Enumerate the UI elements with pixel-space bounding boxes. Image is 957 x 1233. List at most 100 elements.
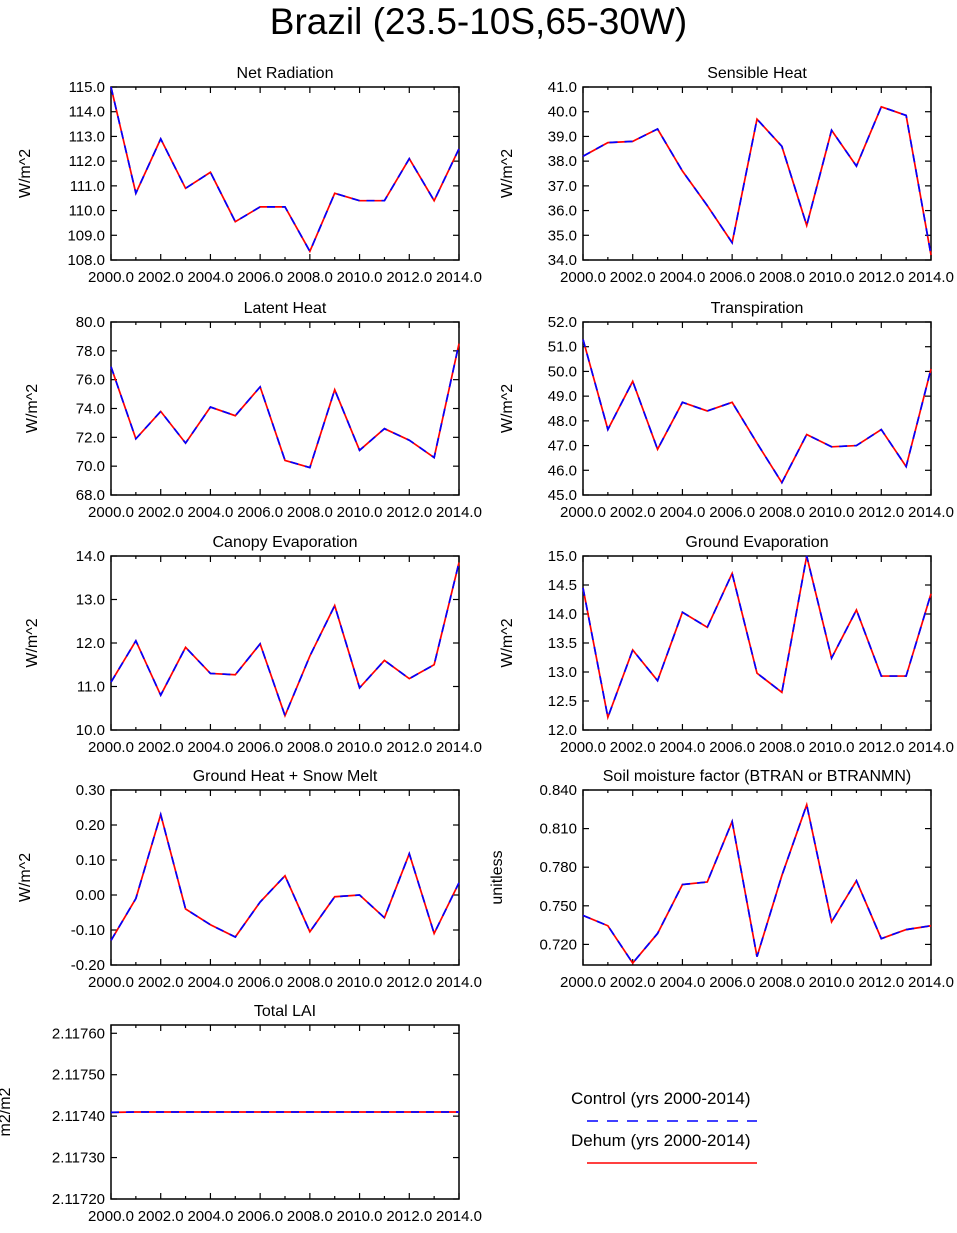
y-tick-label: 72.0 xyxy=(76,429,105,446)
y-tick-label: -0.20 xyxy=(71,957,105,974)
x-tick-label: 2008.0 xyxy=(287,1208,333,1225)
x-tick-label: 2010.0 xyxy=(337,269,383,286)
x-tick-label: 2002.0 xyxy=(610,974,656,991)
x-tick-label: 2004.0 xyxy=(659,974,705,991)
x-tick-label: 2000.0 xyxy=(560,504,606,521)
y-tick-label: 0.30 xyxy=(76,782,105,799)
x-tick-label: 2002.0 xyxy=(138,974,184,991)
y-axis-label: W/m^2 xyxy=(24,384,41,433)
y-tick-label: 0.20 xyxy=(76,817,105,834)
y-tick-label: 50.0 xyxy=(548,363,577,380)
y-tick-label: 11.0 xyxy=(77,679,105,696)
x-tick-label: 2012.0 xyxy=(386,974,432,991)
x-tick-label: 2010.0 xyxy=(337,974,383,991)
y-tick-label: 108.0 xyxy=(67,252,105,269)
chart-panel-1: Net Radiation W/m^2 2000.0 2002.0 2004.0 2006… xyxy=(17,65,482,286)
x-tick-label: 2002.0 xyxy=(610,739,656,756)
y-tick-label: 14.5 xyxy=(548,577,577,594)
y-tick-label: 70.0 xyxy=(76,458,105,475)
x-tick-label: 2010.0 xyxy=(337,504,383,521)
y-tick-label: 46.0 xyxy=(548,462,577,479)
y-tick-label: 39.0 xyxy=(548,128,577,145)
y-tick-label: 52.0 xyxy=(548,314,577,331)
y-axis-label: unitless xyxy=(489,850,506,904)
series-control-line xyxy=(110,562,460,719)
chart-title: Total LAI xyxy=(254,1003,316,1020)
y-tick-label: 114.0 xyxy=(69,104,105,121)
x-tick-label: 2004.0 xyxy=(187,1208,233,1225)
x-tick-label: 2014.0 xyxy=(908,739,954,756)
y-tick-label: 2.11760 xyxy=(52,1025,105,1042)
series-dehum-line xyxy=(110,562,460,719)
plot-frame xyxy=(582,555,932,731)
chart-title: Soil moisture factor (BTRAN or BTRANMN) xyxy=(603,768,912,785)
y-tick-label: 47.0 xyxy=(548,438,577,455)
plot-frame xyxy=(110,555,460,731)
chart-title: Sensible Heat xyxy=(707,65,807,82)
series-control-line xyxy=(110,343,460,469)
y-tick-label: 2.11730 xyxy=(52,1150,105,1167)
chart-title: Transpiration xyxy=(711,300,804,317)
y-tick-label: 12.0 xyxy=(548,722,577,739)
x-tick-label: 2000.0 xyxy=(88,1208,134,1225)
x-tick-label: 2010.0 xyxy=(337,739,383,756)
y-tick-label: 110.0 xyxy=(69,203,105,220)
x-tick-label: 2010.0 xyxy=(809,504,855,521)
y-axis-label: W/m^2 xyxy=(24,618,41,667)
x-tick-label: 2006.0 xyxy=(237,739,283,756)
y-tick-label: 2.11750 xyxy=(52,1067,105,1084)
y-tick-label: 36.0 xyxy=(548,203,577,220)
y-tick-label: 13.0 xyxy=(76,592,105,609)
x-tick-label: 2000.0 xyxy=(88,739,134,756)
y-tick-label: 35.0 xyxy=(548,227,577,244)
y-tick-label: 13.0 xyxy=(548,664,577,681)
x-tick-label: 2012.0 xyxy=(858,974,904,991)
x-tick-label: 2014.0 xyxy=(908,504,954,521)
y-tick-label: 37.0 xyxy=(548,178,577,195)
chart-panel-6: Ground Evaporation W/m^2 2000.0 2002.0 2004.… xyxy=(499,534,954,756)
y-tick-label: 68.0 xyxy=(76,487,105,504)
x-tick-label: 2012.0 xyxy=(386,1208,432,1225)
y-axis-label: W/m^2 xyxy=(499,384,516,433)
x-tick-label: 2006.0 xyxy=(237,269,283,286)
chart-panel-8: Soil moisture factor (BTRAN or BTRANMN) u… xyxy=(489,768,954,991)
y-tick-label: 14.0 xyxy=(76,548,105,565)
y-tick-label: 113.0 xyxy=(69,128,105,145)
y-tick-label: -0.10 xyxy=(71,922,105,939)
y-tick-label: 14.0 xyxy=(548,606,577,623)
y-tick-label: 41.0 xyxy=(548,79,577,96)
x-tick-label: 2012.0 xyxy=(386,739,432,756)
x-tick-label: 2000.0 xyxy=(560,974,606,991)
page-title: Brazil (23.5-10S,65-30W) xyxy=(269,1,688,42)
y-tick-label: 109.0 xyxy=(67,227,105,244)
y-tick-label: 80.0 xyxy=(76,314,105,331)
y-tick-label: 0.00 xyxy=(76,887,105,904)
x-tick-label: 2008.0 xyxy=(759,504,805,521)
x-tick-label: 2004.0 xyxy=(187,974,233,991)
y-tick-label: 48.0 xyxy=(548,413,577,430)
x-tick-label: 2012.0 xyxy=(386,504,432,521)
series-dehum-line xyxy=(582,801,932,965)
y-tick-label: 76.0 xyxy=(76,372,105,389)
series-control-line xyxy=(582,339,932,485)
x-tick-label: 2008.0 xyxy=(759,269,805,286)
plot-frame xyxy=(110,86,460,261)
x-tick-label: 2010.0 xyxy=(809,974,855,991)
x-tick-label: 2002.0 xyxy=(138,504,184,521)
series-control-line xyxy=(110,811,460,941)
x-tick-label: 2014.0 xyxy=(436,269,482,286)
chart-title: Latent Heat xyxy=(244,300,327,317)
series-dehum-line xyxy=(110,86,460,254)
x-tick-label: 2014.0 xyxy=(908,269,954,286)
series-control-line xyxy=(582,105,932,256)
chart-panel-5: Canopy Evaporation W/m^2 2000.0 2002.0 2004.… xyxy=(24,534,482,756)
y-tick-label: 34.0 xyxy=(548,252,577,269)
x-tick-label: 2014.0 xyxy=(436,974,482,991)
series-control-line xyxy=(582,801,932,965)
x-tick-label: 2002.0 xyxy=(138,739,184,756)
y-tick-label: 111.0 xyxy=(70,178,105,195)
legend-control-label: Control (yrs 2000-2014) xyxy=(571,1089,751,1108)
chart-title: Canopy Evaporation xyxy=(213,534,358,551)
